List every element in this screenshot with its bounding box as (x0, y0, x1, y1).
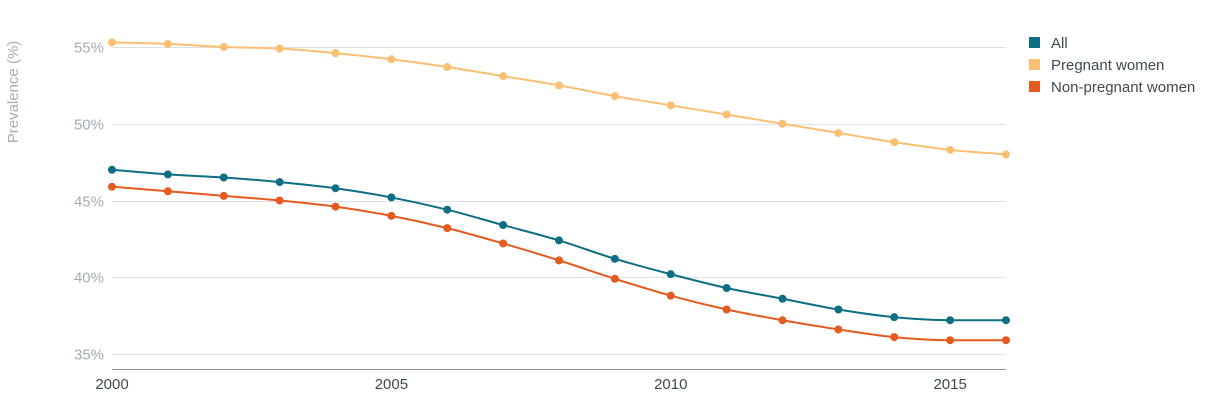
data-point (666, 101, 675, 110)
series-all (108, 165, 1010, 325)
legend-label: All (1051, 35, 1068, 52)
legend-item: All (1029, 35, 1068, 52)
y-tick-label: 35% (74, 347, 104, 364)
data-point (946, 336, 955, 345)
x-tick-label: 2010 (654, 376, 687, 393)
y-axis-label: Prevalence (%) (5, 41, 22, 144)
data-point (443, 62, 452, 71)
x-tick-label: 2015 (933, 376, 966, 393)
legend-label: Non-pregnant women (1051, 79, 1195, 96)
data-point (778, 119, 787, 128)
y-tick-label: 55% (74, 40, 104, 57)
data-point (555, 256, 563, 265)
series-line (111, 168, 1007, 322)
data-point (1002, 150, 1010, 159)
data-point (387, 55, 396, 64)
legend-swatch (1029, 81, 1040, 92)
data-point (946, 145, 955, 154)
gridlines (112, 47, 1006, 355)
series-line (111, 41, 1007, 156)
data-point (1002, 336, 1010, 345)
data-point (890, 333, 899, 342)
x-axis-ticks: 2000 2005 2010 2015 (95, 376, 967, 393)
data-point (219, 173, 228, 182)
x-tick-label: 2005 (375, 376, 408, 393)
series-non-pregnant-women (108, 182, 1010, 345)
data-point (163, 39, 172, 48)
data-point (610, 92, 619, 101)
data-point (387, 193, 396, 202)
data-point (219, 191, 228, 200)
data-point (499, 221, 508, 230)
data-point (331, 184, 340, 193)
data-point (778, 316, 787, 325)
data-point (499, 239, 508, 248)
data-point (163, 187, 172, 196)
data-point (275, 196, 284, 205)
data-point (163, 170, 172, 179)
data-point (834, 305, 843, 314)
data-point (555, 81, 563, 90)
x-tick-label: 2000 (95, 376, 128, 393)
data-point (219, 43, 228, 51)
legend-label: Pregnant women (1051, 57, 1164, 74)
data-point (108, 165, 116, 174)
series-pregnant-women (108, 38, 1010, 159)
data-point (946, 316, 955, 325)
data-point (443, 205, 452, 214)
data-point (666, 270, 675, 279)
data-point (722, 284, 731, 292)
data-point (778, 294, 787, 303)
legend-swatch (1029, 59, 1040, 70)
data-point (890, 313, 899, 322)
y-axis-ticks: 35% 40% 45% 50% 55% (74, 40, 104, 364)
data-point (108, 182, 116, 191)
data-point (834, 128, 843, 137)
legend-item: Pregnant women (1029, 57, 1164, 74)
data-point (387, 211, 396, 220)
data-point (499, 72, 508, 81)
y-tick-label: 50% (74, 117, 104, 134)
data-point (331, 49, 340, 58)
data-point (275, 44, 284, 53)
data-point (1002, 316, 1010, 325)
legend: All Pregnant women Non-pregnant women (1029, 35, 1195, 96)
series (108, 38, 1010, 345)
data-point (331, 202, 340, 211)
data-point (275, 178, 284, 187)
data-point (443, 224, 452, 233)
data-point (610, 274, 619, 283)
y-tick-label: 45% (74, 194, 104, 211)
data-point (890, 138, 899, 147)
data-point (108, 38, 116, 47)
y-tick-label: 40% (74, 270, 104, 287)
legend-item: Non-pregnant women (1029, 79, 1195, 96)
data-point (722, 110, 731, 119)
data-point (610, 254, 619, 263)
data-point (666, 291, 675, 300)
data-point (722, 305, 731, 314)
legend-swatch (1029, 37, 1040, 48)
data-point (555, 236, 563, 245)
data-point (834, 325, 843, 334)
